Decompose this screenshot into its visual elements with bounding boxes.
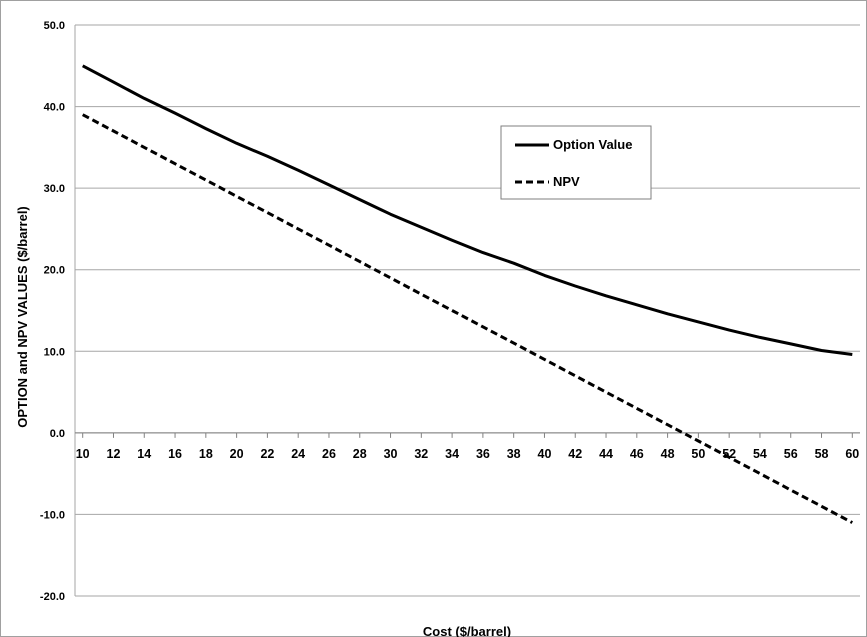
x-tick-label: 36	[476, 447, 490, 461]
x-tick-label: 56	[784, 447, 798, 461]
y-tick-label: 20.0	[44, 265, 65, 277]
y-tick-label: 10.0	[44, 346, 65, 358]
x-tick-label: 44	[599, 447, 613, 461]
y-axis-title: OPTION and NPV VALUES ($/barrel)	[15, 206, 30, 428]
x-tick-label: 54	[753, 447, 767, 461]
x-axis-title: Cost ($/barrel)	[423, 624, 511, 637]
y-tick-label: 0.0	[50, 428, 65, 440]
y-tick-label: -20.0	[40, 591, 65, 603]
x-tick-label: 40	[538, 447, 552, 461]
series-line-option-value	[81, 64, 853, 356]
x-tick-label: 10	[76, 447, 90, 461]
x-tick-label: 42	[568, 447, 582, 461]
x-tick-label: 24	[291, 447, 305, 461]
x-tick-label: 52	[722, 447, 736, 461]
legend-box	[500, 125, 652, 200]
x-tick-label: 14	[137, 447, 151, 461]
x-tick-label: 60	[845, 447, 859, 461]
x-tick-label: 18	[199, 447, 213, 461]
legend-label-npv: NPV	[553, 174, 580, 189]
series-lines	[81, 64, 854, 524]
y-tick-label: -10.0	[40, 509, 65, 521]
x-tick-label: 16	[168, 447, 182, 461]
x-tick-label: 58	[815, 447, 829, 461]
x-tick-label: 50	[691, 447, 705, 461]
x-tick-label: 34	[445, 447, 459, 461]
series-line-npv	[81, 113, 854, 524]
x-tick-label: 48	[661, 447, 675, 461]
x-tick-label: 26	[322, 447, 336, 461]
x-tick-label: 38	[507, 447, 521, 461]
y-axis-ticks: 50.0 40.0 30.0 20.0 10.0 0.0 -10.0 -20.0	[40, 20, 65, 603]
x-axis	[75, 432, 860, 438]
x-tick-label: 30	[384, 447, 398, 461]
y-tick-label: 30.0	[44, 183, 65, 195]
y-tick-label: 40.0	[44, 102, 65, 114]
x-tick-label: 28	[353, 447, 367, 461]
x-tick-label: 32	[414, 447, 428, 461]
x-tick-label: 22	[260, 447, 274, 461]
legend-label-option-value: Option Value	[553, 137, 632, 152]
legend: Option Value NPV	[500, 125, 652, 200]
x-tick-label: 12	[107, 447, 121, 461]
x-tick-label: 46	[630, 447, 644, 461]
y-tick-label: 50.0	[44, 20, 65, 32]
x-axis-ticks: 10 12 14 16 18 20 22 24 26 28 30 32 34 36 38 40 42 44 46 48…	[76, 447, 860, 461]
x-tick-label: 20	[230, 447, 244, 461]
